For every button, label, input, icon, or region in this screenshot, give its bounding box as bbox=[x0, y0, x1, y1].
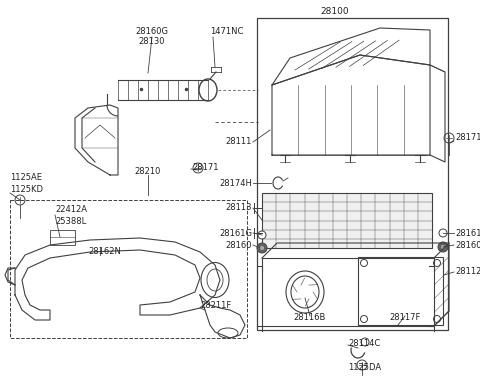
Bar bbox=[358, 257, 443, 325]
Text: 28130: 28130 bbox=[139, 37, 165, 46]
Text: 28161: 28161 bbox=[455, 228, 480, 237]
Circle shape bbox=[360, 316, 368, 322]
Text: 28117F: 28117F bbox=[389, 313, 420, 322]
Text: 28160: 28160 bbox=[455, 240, 480, 249]
Text: 28171: 28171 bbox=[455, 133, 480, 143]
Text: 1125AE: 1125AE bbox=[10, 174, 42, 183]
Circle shape bbox=[257, 243, 267, 253]
Circle shape bbox=[438, 242, 448, 252]
Text: 25388L: 25388L bbox=[55, 217, 86, 226]
Text: 1471NC: 1471NC bbox=[210, 28, 243, 37]
Circle shape bbox=[260, 245, 264, 251]
Text: 22412A: 22412A bbox=[55, 206, 87, 214]
Circle shape bbox=[441, 245, 445, 249]
Text: 28160: 28160 bbox=[226, 240, 252, 249]
Text: 28174H: 28174H bbox=[219, 178, 252, 187]
Text: 28116B: 28116B bbox=[294, 313, 326, 322]
Text: 28112: 28112 bbox=[455, 268, 480, 276]
Text: 28160G: 28160G bbox=[135, 28, 168, 37]
Text: 28113: 28113 bbox=[226, 203, 252, 212]
Circle shape bbox=[433, 260, 441, 266]
Circle shape bbox=[433, 316, 441, 322]
Circle shape bbox=[360, 260, 368, 266]
Text: 28100: 28100 bbox=[321, 8, 349, 17]
Circle shape bbox=[439, 229, 447, 237]
Bar bbox=[10, 200, 247, 338]
Text: 28211F: 28211F bbox=[200, 301, 231, 310]
Bar bbox=[257, 18, 448, 330]
Bar bbox=[262, 193, 432, 248]
Text: 28171: 28171 bbox=[192, 163, 218, 172]
Bar bbox=[50, 230, 75, 245]
Text: 28111: 28111 bbox=[226, 138, 252, 147]
Text: 1125KD: 1125KD bbox=[10, 184, 43, 194]
Text: 28210: 28210 bbox=[135, 167, 161, 177]
Text: 1125DA: 1125DA bbox=[348, 364, 382, 372]
Text: 28114C: 28114C bbox=[348, 339, 380, 347]
Text: 28161G: 28161G bbox=[219, 228, 252, 237]
Text: 28162N: 28162N bbox=[88, 248, 121, 257]
Circle shape bbox=[258, 231, 266, 239]
Circle shape bbox=[361, 338, 369, 346]
